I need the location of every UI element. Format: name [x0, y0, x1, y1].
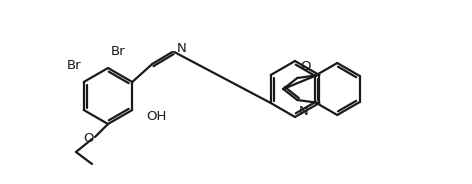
- Text: Br: Br: [111, 45, 125, 58]
- Text: Br: Br: [67, 59, 81, 72]
- Text: N: N: [299, 105, 309, 118]
- Text: O: O: [300, 60, 311, 73]
- Text: O: O: [84, 132, 94, 144]
- Text: N: N: [177, 43, 187, 56]
- Text: OH: OH: [146, 109, 167, 123]
